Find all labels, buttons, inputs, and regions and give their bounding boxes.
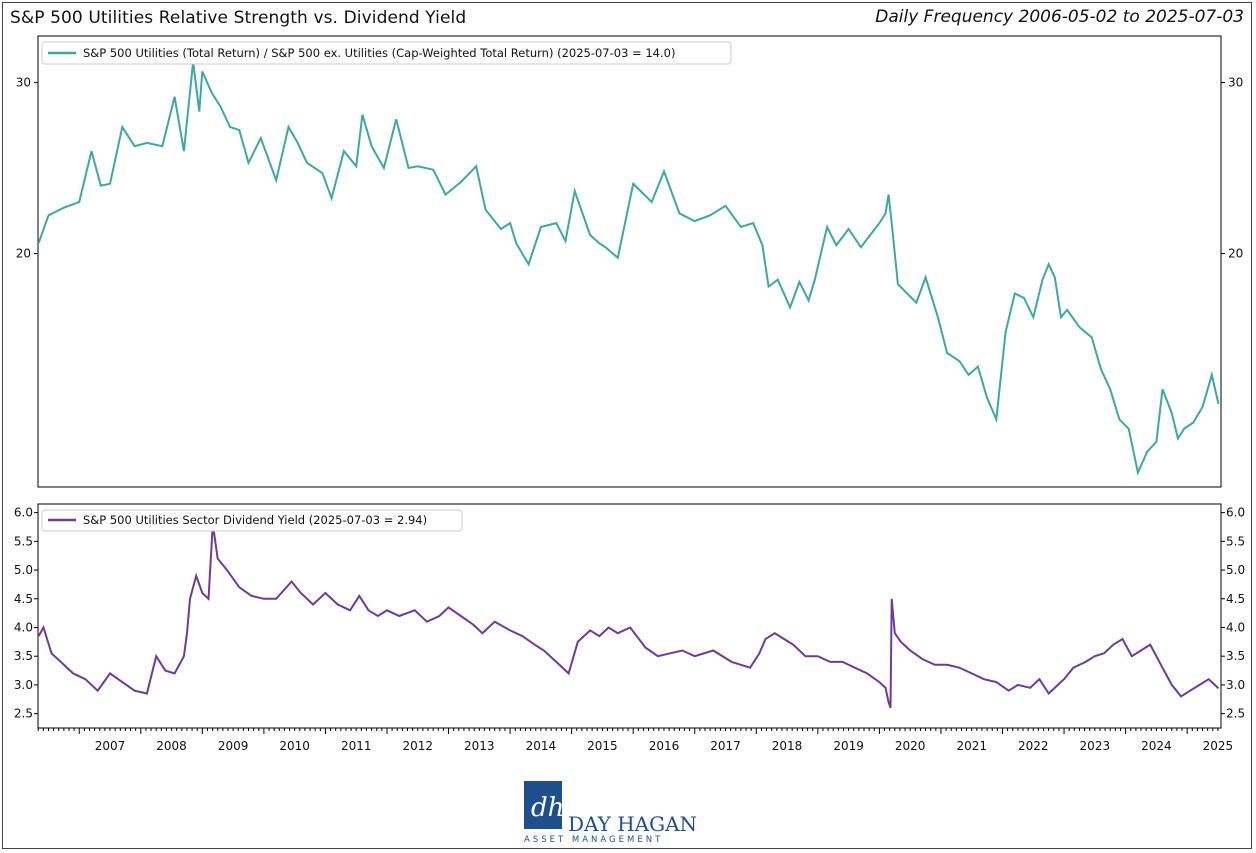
top-legend-box bbox=[41, 41, 732, 65]
top-ytick-label-right: 30 bbox=[1228, 76, 1243, 90]
bottom-ytick-label-left: 5.0 bbox=[14, 563, 33, 577]
xtick-label: 2008 bbox=[156, 739, 187, 753]
xtick-label: 2010 bbox=[279, 739, 310, 753]
xtick-label: 2025 bbox=[1203, 739, 1234, 753]
chart-subtitle: Daily Frequency 2006-05-02 to 2025-07-03 bbox=[875, 7, 1244, 27]
bottom-legend-box bbox=[41, 509, 463, 532]
xtick-label: 2016 bbox=[649, 739, 680, 753]
bottom-ytick-label-left: 4.0 bbox=[14, 620, 33, 634]
bottom-ytick-label-right: 3.0 bbox=[1226, 678, 1245, 692]
company-logo: dh DAY HAGAN ASSET MANAGEMENT bbox=[524, 781, 697, 845]
xtick-label: 2012 bbox=[402, 739, 433, 753]
x-axis: 2007 2008 2009 2010 2011 2012 2013 2014 2015 2016… bbox=[37, 728, 1234, 753]
xtick-label: 2023 bbox=[1080, 739, 1111, 753]
top-legend-label: S&P 500 Utilities (Total Return) / S&P 5… bbox=[83, 46, 675, 60]
xtick-label: 2018 bbox=[772, 739, 803, 753]
bottom-ytick-label-right: 6.0 bbox=[1226, 506, 1245, 520]
bottom-panel: 2.5 2.5 3.0 3.0 3.5 3.5 4.0 4.0 4.5 4.5 5.0 5.0 5.5 5… bbox=[14, 503, 1245, 753]
bottom-legend: S&P 500 Utilities Sector Dividend Yield … bbox=[41, 509, 463, 532]
bottom-ytick-label-left: 2.5 bbox=[14, 707, 33, 721]
bottom-y-axis: 2.5 2.5 3.0 3.0 3.5 3.5 4.0 4.0 4.5 4.5 5.0 5.0 5.5 5… bbox=[14, 506, 1245, 721]
logo-company-name: DAY HAGAN bbox=[568, 812, 697, 836]
top-ytick-label-left: 20 bbox=[16, 247, 31, 261]
top-y-axis: 20 20 30 30 bbox=[16, 76, 1244, 261]
xtick-label: 2011 bbox=[341, 739, 372, 753]
bottom-ytick-label-right: 4.0 bbox=[1226, 620, 1245, 634]
logo-monogram: dh bbox=[531, 793, 564, 823]
xtick-label: 2013 bbox=[464, 739, 495, 753]
dividend-yield-line bbox=[37, 523, 1220, 709]
bottom-ytick-label-right: 4.5 bbox=[1226, 592, 1245, 606]
xtick-label: 2015 bbox=[587, 739, 618, 753]
bottom-ytick-label-right: 3.5 bbox=[1226, 649, 1245, 663]
top-legend: S&P 500 Utilities (Total Return) / S&P 5… bbox=[41, 41, 732, 65]
logo-tagline: ASSET MANAGEMENT bbox=[524, 835, 663, 845]
xtick-label: 2019 bbox=[833, 739, 864, 753]
bottom-ytick-label-left: 3.0 bbox=[14, 678, 33, 692]
xtick-label: 2022 bbox=[1018, 739, 1049, 753]
bottom-ytick-label-right: 5.0 bbox=[1226, 563, 1245, 577]
top-panel: 20 20 30 30 S&P 500 Utilities (Total Return… bbox=[16, 35, 1244, 488]
xtick-label: 2017 bbox=[710, 739, 741, 753]
bottom-ytick-label-left: 4.5 bbox=[14, 592, 33, 606]
relative-strength-line bbox=[37, 61, 1220, 476]
top-ytick-label-left: 30 bbox=[16, 76, 31, 90]
xtick-label: 2021 bbox=[956, 739, 987, 753]
bottom-ytick-label-left: 3.5 bbox=[14, 649, 33, 663]
bottom-ytick-label-left: 5.5 bbox=[14, 534, 33, 548]
xtick-label: 2020 bbox=[895, 739, 926, 753]
bottom-plot-area bbox=[37, 503, 1222, 729]
xtick-label: 2014 bbox=[526, 739, 557, 753]
xtick-label: 2007 bbox=[95, 739, 126, 753]
xtick-label: 2009 bbox=[218, 739, 249, 753]
top-plot-area bbox=[37, 35, 1222, 488]
bottom-legend-label: S&P 500 Utilities Sector Dividend Yield … bbox=[83, 513, 427, 527]
bottom-ytick-label-right: 5.5 bbox=[1226, 534, 1245, 548]
chart-title: S&P 500 Utilities Relative Strength vs. … bbox=[10, 8, 467, 28]
top-ytick-label-right: 20 bbox=[1228, 247, 1243, 261]
logo-mark bbox=[524, 781, 562, 829]
xtick-label: 2024 bbox=[1141, 739, 1172, 753]
bottom-ytick-label-right: 2.5 bbox=[1226, 707, 1245, 721]
bottom-ytick-label-left: 6.0 bbox=[14, 506, 33, 520]
